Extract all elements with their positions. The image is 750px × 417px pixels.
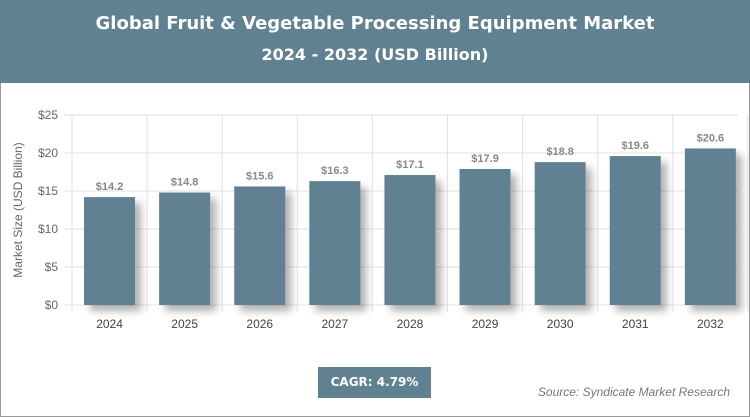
data-label: $14.8 — [171, 177, 199, 189]
data-label: $18.8 — [546, 146, 574, 158]
data-label: $19.6 — [621, 140, 649, 152]
bar-2024 — [84, 197, 136, 305]
y-tick-label: $10 — [38, 222, 58, 236]
data-label: $20.6 — [697, 132, 725, 144]
bar-2026 — [234, 186, 286, 305]
bar-2028 — [384, 175, 436, 305]
x-tick-label: 2025 — [171, 317, 198, 331]
x-tick-label: 2028 — [397, 317, 424, 331]
chart-subtitle: 2024 - 2032 (USD Billion) — [261, 45, 489, 64]
y-axis-label: Market Size (USD Billion) — [11, 142, 25, 277]
data-label: $15.6 — [246, 170, 274, 182]
data-label: $16.3 — [321, 165, 349, 177]
bar-2027 — [309, 181, 361, 305]
y-tick-label: $25 — [38, 108, 58, 122]
x-tick-label: 2024 — [96, 317, 123, 331]
x-tick-label: 2031 — [622, 317, 649, 331]
cagr-badge: CAGR: 4.79% — [318, 367, 431, 398]
bar-2032 — [684, 148, 736, 305]
data-label: $14.2 — [96, 181, 124, 193]
chart-title: Global Fruit & Vegetable Processing Equi… — [95, 13, 655, 34]
y-tick-label: $5 — [45, 260, 59, 274]
bar-chart: Market Size (USD Billion) $0 $5 $10 $15 $20 $… — [11, 108, 749, 331]
bar-2029 — [459, 168, 511, 305]
bar-2031 — [609, 156, 661, 305]
bar-2025 — [159, 192, 211, 305]
chart-header: Global Fruit & Vegetable Processing Equi… — [0, 0, 750, 83]
data-label: $17.9 — [471, 153, 499, 165]
data-label: $17.1 — [396, 159, 424, 171]
x-tick-label: 2026 — [246, 317, 273, 331]
y-tick-label: $20 — [38, 146, 58, 160]
x-tick-label: 2027 — [321, 317, 348, 331]
x-tick-label: 2029 — [472, 317, 499, 331]
x-tick-label: 2030 — [547, 317, 574, 331]
bar-2030 — [534, 162, 586, 305]
x-tick-label: 2032 — [697, 317, 724, 331]
y-tick-label: $15 — [38, 184, 58, 198]
y-tick-label: $0 — [45, 298, 59, 312]
source-note: Source: Syndicate Market Research — [537, 385, 730, 399]
